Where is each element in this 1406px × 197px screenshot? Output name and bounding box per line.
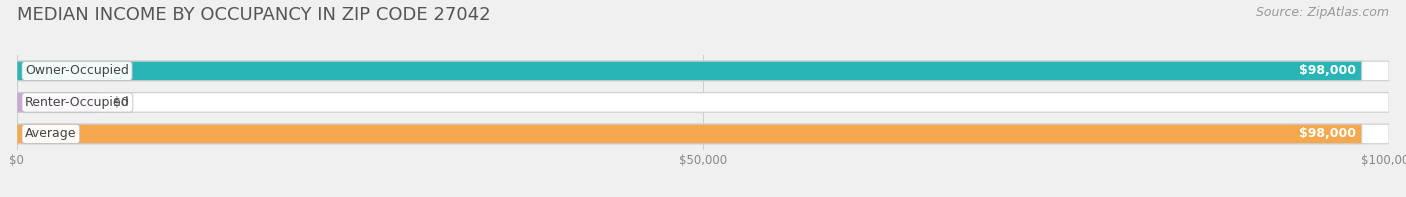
FancyBboxPatch shape (17, 124, 1361, 144)
Text: Owner-Occupied: Owner-Occupied (25, 64, 129, 77)
Text: $0: $0 (112, 96, 129, 109)
FancyBboxPatch shape (17, 61, 1389, 81)
FancyBboxPatch shape (17, 93, 1389, 112)
Text: Source: ZipAtlas.com: Source: ZipAtlas.com (1256, 6, 1389, 19)
Text: $98,000: $98,000 (1299, 127, 1357, 140)
Text: MEDIAN INCOME BY OCCUPANCY IN ZIP CODE 27042: MEDIAN INCOME BY OCCUPANCY IN ZIP CODE 2… (17, 6, 491, 24)
FancyBboxPatch shape (17, 124, 1389, 144)
Text: Average: Average (25, 127, 76, 140)
Text: Renter-Occupied: Renter-Occupied (25, 96, 129, 109)
FancyBboxPatch shape (17, 93, 100, 112)
Text: $98,000: $98,000 (1299, 64, 1357, 77)
FancyBboxPatch shape (17, 61, 1361, 81)
